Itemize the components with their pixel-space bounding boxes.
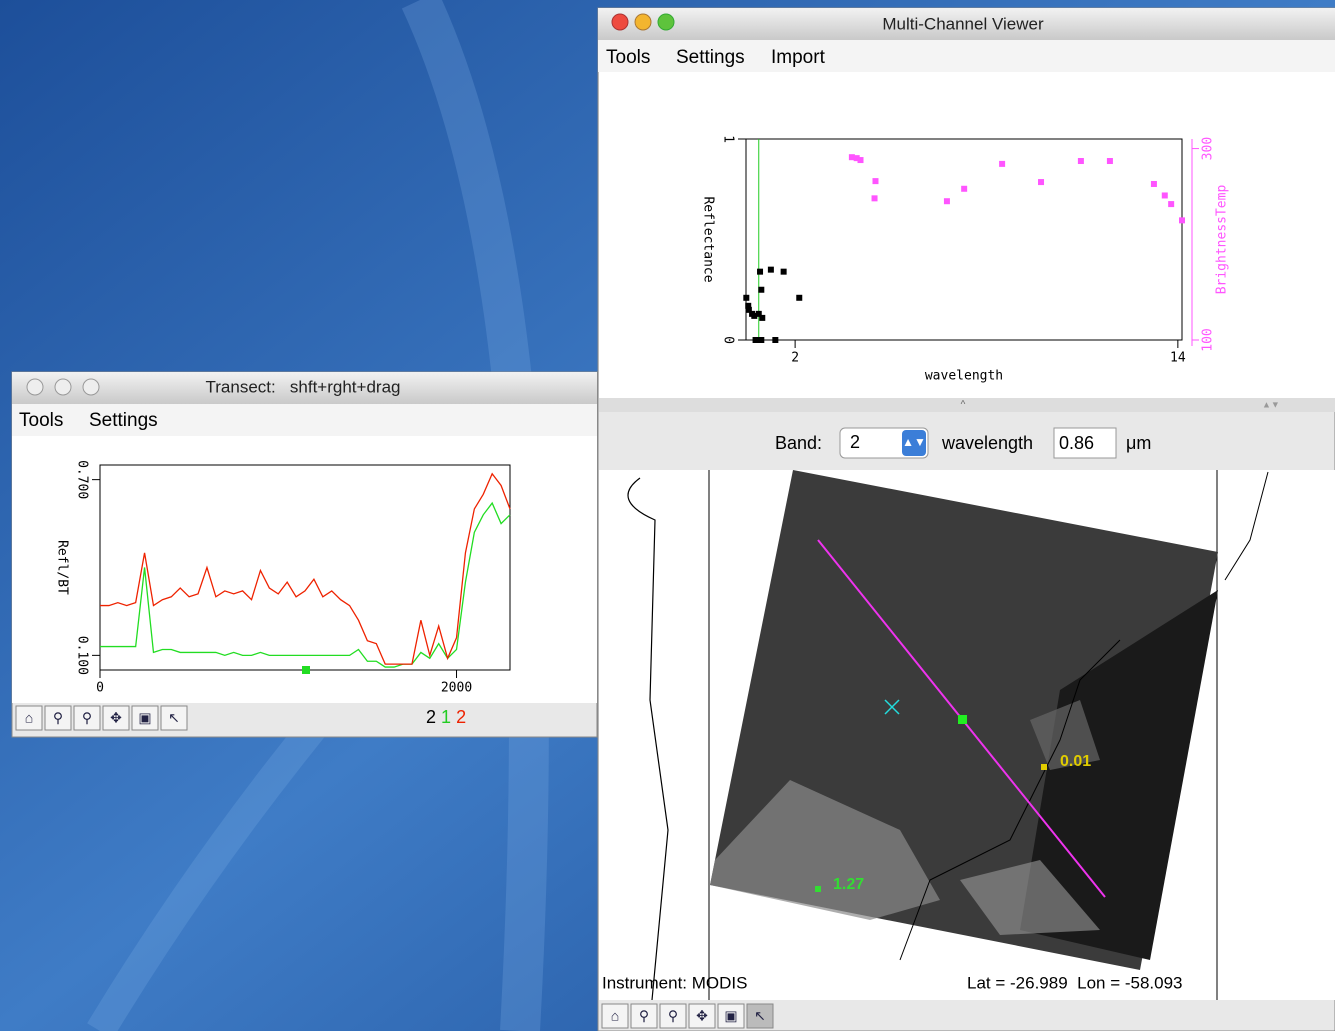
point	[858, 157, 864, 163]
point	[1107, 158, 1113, 164]
y2-tick-label: 300	[1201, 137, 1216, 160]
legend-entry: 2	[426, 707, 436, 727]
page: {"windows": { "transect": {"title": "Tra…	[0, 0, 1335, 1031]
tool-icon: ▣	[138, 710, 151, 726]
close-button[interactable]	[27, 379, 43, 395]
unit: μm	[1126, 433, 1151, 453]
point	[1038, 179, 1044, 185]
desktop: Transect: shft+rght+drag Tools Settings …	[0, 0, 1335, 1031]
tool-icon: ✥	[110, 710, 122, 726]
viewer-window: Multi-Channel Viewer Tools Settings Impo…	[598, 8, 1335, 1031]
y2-tick-label: 100	[1201, 328, 1216, 351]
tool-icon: ↖	[754, 1008, 766, 1024]
band-value: 2	[850, 432, 860, 452]
x-tick-label: 2000	[441, 681, 472, 696]
point	[872, 178, 878, 184]
point	[1168, 201, 1174, 207]
window-title: Transect: shft+rght+drag	[206, 377, 401, 396]
wavelength-value: 0.86	[1059, 433, 1094, 453]
y-tick-label: 0	[721, 336, 736, 344]
point	[758, 337, 764, 343]
selection-marker	[302, 666, 310, 674]
svg-text:▲▼: ▲▼	[902, 435, 926, 449]
minimize-button[interactable]	[635, 14, 651, 30]
x-tick-label: 2	[791, 351, 799, 366]
menu-item[interactable]: Tools	[606, 47, 650, 68]
band-label: Band:	[775, 433, 822, 453]
point	[1162, 192, 1168, 198]
tool-icon: ⌂	[25, 710, 33, 726]
close-button[interactable]	[612, 14, 628, 30]
instrument: Instrument: MODIS	[602, 973, 747, 992]
point	[796, 295, 802, 301]
point	[872, 195, 878, 201]
minimize-button[interactable]	[55, 379, 71, 395]
svg-text:▲▼: ▲▼	[1262, 399, 1280, 409]
point	[781, 269, 787, 275]
y-tick-label: 1	[721, 135, 736, 143]
point	[999, 161, 1005, 167]
point	[753, 337, 759, 343]
point	[944, 198, 950, 204]
wavelength-label: wavelength	[941, 433, 1033, 453]
x-tick-label: 14	[1170, 351, 1186, 366]
x-tick-label: 0	[96, 681, 104, 696]
point	[1078, 158, 1084, 164]
point	[758, 287, 764, 293]
point	[759, 315, 765, 321]
zoom-button[interactable]	[658, 14, 674, 30]
window-title: Multi-Channel Viewer	[882, 14, 1044, 33]
tool-icon: ⚲	[639, 1008, 649, 1024]
point	[961, 186, 967, 192]
point	[743, 295, 749, 301]
menu-item[interactable]: Import	[771, 47, 826, 68]
tool-icon: ↖	[168, 710, 180, 726]
menu-item[interactable]: Settings	[89, 410, 158, 431]
point	[772, 337, 778, 343]
point	[757, 269, 763, 275]
y2-axis-label: BrightnessTemp	[1215, 185, 1230, 295]
location: Lat = -26.989 Lon = -58.093	[967, 973, 1183, 992]
tool-icon: ⌂	[611, 1008, 619, 1024]
y-tick-label: 0.100	[75, 636, 90, 675]
tool-icon: ⚲	[82, 710, 92, 726]
x-axis-label: wavelength	[925, 369, 1003, 384]
zoom-button[interactable]	[83, 379, 99, 395]
legend-entry: 1	[441, 707, 451, 727]
y-axis-label: Reflectance	[701, 196, 716, 282]
tool-icon: ▣	[724, 1008, 737, 1024]
map-label: 1.27	[833, 876, 864, 893]
y-tick-label: 0.700	[75, 460, 90, 499]
point	[768, 267, 774, 273]
point	[1179, 217, 1185, 223]
y-axis-label: Refl/BT	[55, 540, 70, 595]
legend: 2 1 2	[426, 707, 466, 727]
tool-icon: ⚲	[53, 710, 63, 726]
svg-text:^: ^	[961, 400, 966, 411]
tool-icon: ⚲	[668, 1008, 678, 1024]
menu-item[interactable]: Settings	[676, 47, 745, 68]
tool-icon: ✥	[696, 1008, 708, 1024]
legend-entry: 2	[456, 707, 466, 727]
map-label: 0.01	[1060, 753, 1091, 770]
point	[1151, 181, 1157, 187]
menu-item[interactable]: Tools	[19, 410, 63, 431]
